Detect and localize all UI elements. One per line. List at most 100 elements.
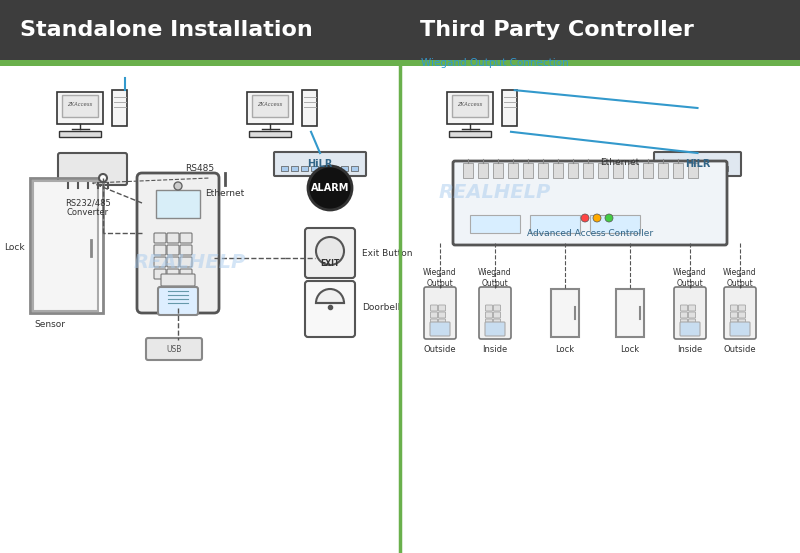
FancyBboxPatch shape [438,319,446,325]
Bar [246,92,294,124]
Text: Ethernet: Ethernet [600,158,640,167]
Text: Wiegand
Output: Wiegand Output [673,268,707,288]
Text: ALARM: ALARM [311,183,349,193]
FancyBboxPatch shape [654,152,741,176]
Text: ZKAccess: ZKAccess [67,102,93,107]
Bar [62,95,98,117]
Bar [508,163,518,178]
FancyBboxPatch shape [180,269,192,279]
Bar [341,166,348,171]
FancyBboxPatch shape [681,305,687,311]
FancyBboxPatch shape [738,305,746,311]
Text: RS232/485
Converter: RS232/485 Converter [65,198,110,217]
FancyBboxPatch shape [180,245,192,255]
Text: ZKAccess: ZKAccess [458,102,482,107]
Bar [686,166,692,171]
Bar [33,181,98,311]
FancyBboxPatch shape [154,257,166,267]
Text: Wiegand
Output: Wiegand Output [723,268,757,288]
FancyBboxPatch shape [486,305,493,311]
Bar [30,178,103,313]
FancyBboxPatch shape [430,312,438,318]
Bar [302,90,318,126]
Text: Doorbell: Doorbell [362,304,400,312]
Bar [321,166,328,171]
Bar [446,92,494,124]
Circle shape [308,166,352,210]
FancyBboxPatch shape [161,274,195,286]
Bar [311,166,318,171]
FancyBboxPatch shape [730,305,738,311]
FancyBboxPatch shape [167,233,179,243]
Bar [281,166,288,171]
FancyBboxPatch shape [681,319,687,325]
Bar [616,289,644,337]
Circle shape [174,182,182,190]
Bar [553,163,563,178]
Bar [463,163,473,178]
FancyBboxPatch shape [180,257,192,267]
FancyBboxPatch shape [167,269,179,279]
FancyBboxPatch shape [486,319,493,325]
FancyBboxPatch shape [689,312,695,318]
Text: USB: USB [166,345,182,353]
Bar [668,166,674,171]
FancyBboxPatch shape [158,287,198,315]
Circle shape [581,214,589,222]
FancyBboxPatch shape [730,319,738,325]
Text: Inside: Inside [678,345,702,354]
Bar [0,0,800,60]
Text: HiLR: HiLR [685,159,710,169]
FancyBboxPatch shape [724,287,756,339]
Circle shape [99,174,107,182]
FancyBboxPatch shape [154,269,166,279]
Bar [658,163,668,178]
Bar [502,90,518,126]
Text: REALHELP: REALHELP [134,253,246,273]
FancyBboxPatch shape [494,319,501,325]
Text: Sensor: Sensor [34,320,65,329]
Bar [538,163,548,178]
Bar [677,166,683,171]
Bar [643,163,653,178]
FancyBboxPatch shape [486,312,493,318]
FancyBboxPatch shape [167,257,179,267]
Bar [252,95,288,117]
FancyBboxPatch shape [430,319,438,325]
FancyBboxPatch shape [674,287,706,339]
Bar [156,190,200,218]
Bar [449,131,491,137]
Text: EXIT: EXIT [320,258,340,268]
FancyBboxPatch shape [680,322,700,336]
FancyBboxPatch shape [689,319,695,325]
FancyBboxPatch shape [430,322,450,336]
Text: Lock: Lock [621,345,639,354]
Circle shape [605,214,613,222]
Bar [331,166,338,171]
Bar [583,163,593,178]
Bar [659,166,665,171]
FancyBboxPatch shape [730,322,750,336]
FancyBboxPatch shape [738,319,746,325]
FancyBboxPatch shape [146,338,202,360]
FancyBboxPatch shape [154,245,166,255]
Text: Outside: Outside [424,345,456,354]
FancyBboxPatch shape [681,312,687,318]
FancyBboxPatch shape [305,281,355,337]
Text: RS485: RS485 [185,164,214,173]
Bar [470,215,520,233]
Text: Ethernet: Ethernet [206,189,245,198]
FancyBboxPatch shape [430,305,438,311]
Bar [688,163,698,178]
Bar [568,163,578,178]
FancyBboxPatch shape [438,312,446,318]
Text: Inside: Inside [482,345,508,354]
FancyBboxPatch shape [274,152,366,176]
FancyBboxPatch shape [453,161,727,245]
Text: Lock: Lock [4,243,25,253]
Bar [301,166,308,171]
Bar [452,95,488,117]
Bar [704,166,710,171]
FancyBboxPatch shape [494,305,501,311]
Text: Exit Button: Exit Button [362,248,413,258]
